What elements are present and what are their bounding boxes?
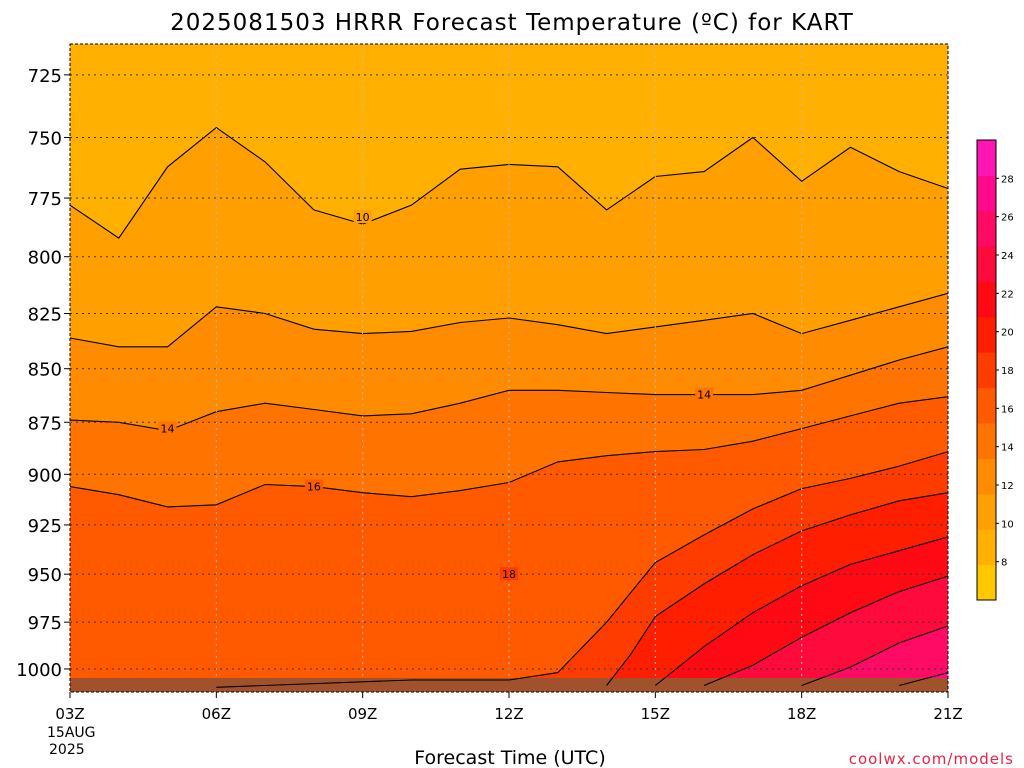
- colorbar-segment: [977, 564, 996, 601]
- colorbar-segment: [977, 529, 996, 566]
- y-tick-label: 725: [28, 66, 62, 87]
- x-tick-label: 15Z: [641, 705, 670, 723]
- contour-line-18: [216, 451, 949, 688]
- colorbar-segment: [977, 352, 996, 389]
- colorbar-segment: [977, 246, 996, 283]
- contour-line-28: [899, 672, 949, 687]
- contour-line-24: [703, 575, 949, 687]
- y-tick-label: 750: [28, 128, 62, 149]
- colorbar-tick-label: 10: [1001, 519, 1014, 530]
- contour-label: 14: [697, 389, 711, 402]
- y-tick-label: 975: [28, 613, 62, 634]
- x-tick-label: 03Z: [55, 705, 84, 723]
- colorbar-tick-label: 16: [1001, 404, 1014, 415]
- colorbar-tick-label: 26: [1001, 213, 1014, 224]
- colorbar-segment: [977, 423, 996, 459]
- x-tick-label: 21Z: [933, 705, 962, 723]
- colorbar-tick-label: 28: [1001, 174, 1014, 185]
- colorbar: 8 10 12 14 16 18 20 22 24 26 28: [976, 139, 1014, 601]
- credit-text[interactable]: coolwx.com/models: [849, 750, 1014, 768]
- contour-line-26: [801, 625, 949, 687]
- x-first-year-label: 2025: [49, 742, 85, 758]
- colorbar-segment: [977, 316, 996, 353]
- colorbar-tick-label: 14: [1001, 443, 1014, 454]
- x-tick-label: 09Z: [348, 705, 377, 723]
- y-tick-label: 775: [28, 189, 62, 210]
- y-tick-label: 875: [28, 413, 62, 434]
- contour-label-bg: [695, 387, 714, 401]
- x-tick-label: 12Z: [494, 705, 523, 723]
- y-tick-label: 900: [28, 465, 62, 486]
- contour-label: 16: [307, 481, 321, 494]
- colorbar-segment: [977, 281, 996, 318]
- colorbar-segment: [977, 458, 996, 495]
- contour-label: 10: [356, 211, 370, 224]
- colorbar-tick-label: 8: [1001, 558, 1007, 569]
- ground-strip: [70, 678, 948, 692]
- contour-label: 18: [502, 568, 516, 581]
- y-tick-label: 950: [28, 565, 62, 586]
- x-tick-label: 06Z: [202, 705, 231, 723]
- axis-layer: 725 750 775 800 825 850 875 900 925 950 975 1000 03Z…: [16, 43, 963, 723]
- x-tick-label: 18Z: [787, 705, 816, 723]
- contour-label-layer: 10 14 14 16 18: [158, 210, 714, 581]
- y-tick-label: 800: [28, 248, 62, 269]
- colorbar-segment: [977, 175, 996, 212]
- contour-label-bg: [304, 479, 323, 493]
- x-first-date-label: 15AUG: [47, 725, 96, 741]
- contour-label-bg: [500, 567, 518, 581]
- colorbar-segment: [977, 493, 996, 530]
- grid-layer: [69, 44, 949, 680]
- band-fill-26: [801, 626, 948, 686]
- x-axis-label: Forecast Time (UTC): [414, 747, 605, 768]
- colorbar-segment: [977, 210, 996, 247]
- colorbar-tick-label: 22: [1001, 289, 1014, 300]
- y-tick-label: 925: [28, 516, 62, 537]
- colorbar-tick-label: 18: [1001, 366, 1014, 377]
- colorbar-tick-label: 12: [1001, 481, 1014, 492]
- y-tick-label: 825: [28, 305, 62, 326]
- y-tick-label: 850: [28, 360, 62, 381]
- colorbar-segment: [977, 140, 996, 176]
- chart-title: 2025081503 HRRR Forecast Temperature (ºC…: [170, 10, 854, 36]
- colorbar-tick-label: 24: [1001, 251, 1014, 262]
- contour-label: 14: [161, 423, 175, 436]
- contour-line-20: [606, 492, 949, 686]
- y-tick-label: 1000: [16, 660, 62, 681]
- colorbar-segment: [977, 387, 996, 424]
- contour-label-bg: [158, 421, 177, 435]
- colorbar-tick-label: 20: [1001, 328, 1014, 339]
- contour-label-bg: [353, 210, 372, 224]
